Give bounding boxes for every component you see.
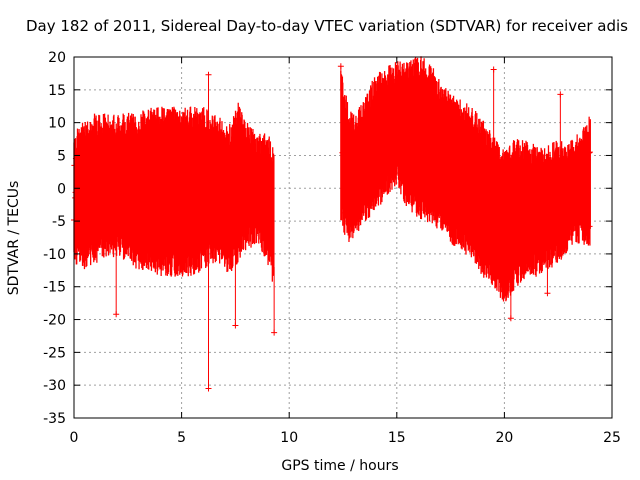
x-tick-label: 0 xyxy=(70,430,79,446)
outlier-point xyxy=(557,91,564,98)
x-tick-label: 5 xyxy=(177,430,186,446)
outlier-point xyxy=(232,322,239,329)
outlier-point xyxy=(337,63,344,70)
y-tick-label: -20 xyxy=(43,313,66,329)
x-tick-label: 20 xyxy=(495,430,513,446)
outlier-point xyxy=(522,267,529,274)
axis-ticks: -35 -30 -25 -20 -15 -10 -5 0 5 10 15 20 0 5 10 15 20 25 xyxy=(43,50,621,446)
y-tick-label: 15 xyxy=(48,83,66,99)
outlier-point xyxy=(544,290,551,297)
data-series-sdtvar xyxy=(71,56,593,392)
outlier-point xyxy=(507,315,514,322)
chart-title: Day 182 of 2011, Sidereal Day-to-day VTE… xyxy=(26,17,628,35)
y-tick-label: -30 xyxy=(43,378,66,394)
y-tick-label: 20 xyxy=(48,50,66,66)
x-tick-label: 25 xyxy=(603,430,621,446)
outlier-point xyxy=(490,66,497,73)
y-tick-label: -5 xyxy=(52,214,66,230)
outlier-point xyxy=(205,385,212,392)
y-tick-label: -15 xyxy=(43,280,66,296)
x-tick-label: 15 xyxy=(388,430,406,446)
outlier-point xyxy=(113,311,120,318)
plot-frame xyxy=(73,56,613,419)
x-tick-label: 10 xyxy=(280,430,298,446)
outlier-point xyxy=(205,71,212,78)
y-tick-label: 5 xyxy=(57,148,66,164)
y-tick-label: -25 xyxy=(43,345,66,361)
x-axis-label: GPS time / hours xyxy=(281,458,398,474)
y-tick-label: -10 xyxy=(43,247,66,263)
y-axis-label: SDTVAR / TECUs xyxy=(6,181,22,296)
y-tick-label: 0 xyxy=(57,181,66,197)
y-tick-label: -35 xyxy=(43,411,66,427)
y-tick-label: 10 xyxy=(48,116,66,132)
outlier-point xyxy=(271,329,278,336)
